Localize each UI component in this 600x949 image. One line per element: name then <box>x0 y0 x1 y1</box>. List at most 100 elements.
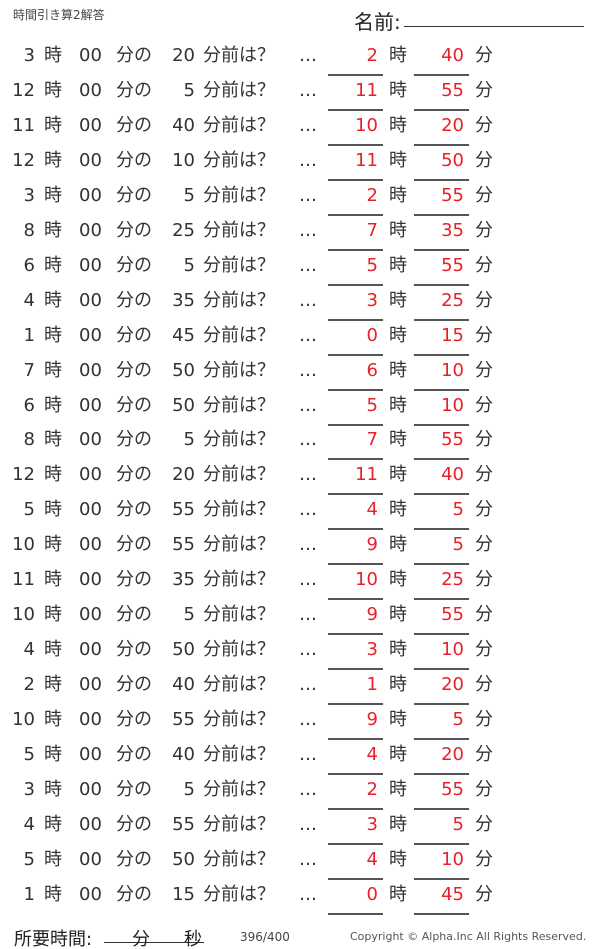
start-minute: 00 <box>79 149 102 171</box>
answer-hour-line[interactable] <box>328 493 383 496</box>
hour-label: 時 <box>389 359 407 381</box>
subtract-minutes: 55 <box>172 534 195 556</box>
answer-minute-line[interactable] <box>414 213 469 216</box>
question-label: 分前は？ <box>203 813 275 835</box>
answer-hour-line[interactable] <box>328 598 383 601</box>
answer-minute-line[interactable] <box>414 912 469 915</box>
answer-hour-line[interactable] <box>328 842 383 845</box>
answer-minute-line[interactable] <box>414 493 469 496</box>
minute-of-label: 分の <box>116 359 152 381</box>
ellipsis: … <box>299 639 317 661</box>
hour-label: 時 <box>44 324 62 346</box>
minute-label: 分 <box>475 674 493 696</box>
problem-row: 8 時 00 分の 5 分前は？… 7 時 55 分 <box>0 428 600 463</box>
subtract-minutes: 55 <box>172 813 195 835</box>
hour-label: 時 <box>44 254 62 276</box>
answer-hour-line[interactable] <box>328 773 383 775</box>
hour-label: 時 <box>389 289 407 311</box>
answer-hour-line[interactable] <box>328 633 383 636</box>
subtract-minutes: 25 <box>172 219 195 241</box>
start-hour: 5 <box>23 744 35 765</box>
minute-label: 分 <box>475 604 493 626</box>
minute-label: 分 <box>475 744 493 765</box>
answer-minute-line[interactable] <box>414 528 469 531</box>
page-number: 396/400 <box>240 930 290 944</box>
answer-minute-line[interactable] <box>414 598 469 601</box>
answer-hour-line[interactable] <box>328 738 383 741</box>
minute-of-label: 分の <box>116 464 152 486</box>
question-label: 分前は？ <box>203 848 275 870</box>
answer-hour-line[interactable] <box>328 388 383 391</box>
answer-minute: 5 <box>452 499 464 521</box>
ellipsis: … <box>299 289 317 311</box>
answer-hour-line[interactable] <box>328 668 383 671</box>
hour-label: 時 <box>389 848 407 870</box>
answer-hour-line[interactable] <box>328 877 383 880</box>
answer-hour-line[interactable] <box>328 74 383 76</box>
answer-hour-line[interactable] <box>328 912 383 915</box>
answer-hour-line[interactable] <box>328 248 383 251</box>
answer-hour-line[interactable] <box>328 563 383 566</box>
name-field-line[interactable] <box>404 26 584 27</box>
start-minute: 00 <box>79 674 102 696</box>
answer-minute-line[interactable] <box>414 877 469 880</box>
answer-hour-line[interactable] <box>328 353 383 356</box>
subtract-minutes: 5 <box>183 79 195 101</box>
answer-minute-line[interactable] <box>414 388 469 391</box>
answer-minute-line[interactable] <box>414 353 469 356</box>
answer-minute-line[interactable] <box>414 178 469 181</box>
answer-minute-line[interactable] <box>414 668 469 671</box>
start-minute: 00 <box>79 359 102 381</box>
answer-hour-line[interactable] <box>328 178 383 181</box>
hour-label: 時 <box>389 464 407 486</box>
answer-hour-line[interactable] <box>328 528 383 531</box>
answer-hour-line[interactable] <box>328 143 383 146</box>
subtract-minutes: 5 <box>183 604 195 626</box>
answer-minute-line[interactable] <box>414 283 469 286</box>
minute-label: 分 <box>475 254 493 276</box>
subtract-minutes: 40 <box>172 114 195 136</box>
answer-minute-line[interactable] <box>414 318 469 321</box>
answer-hour-line[interactable] <box>328 703 383 706</box>
answer-hour-line[interactable] <box>328 318 383 321</box>
answer-hour-line[interactable] <box>328 458 383 461</box>
time-required-line[interactable] <box>104 942 204 943</box>
answer-minute-line[interactable] <box>414 633 469 636</box>
minute-of-label: 分の <box>116 744 152 765</box>
answer-hour-line[interactable] <box>328 108 383 111</box>
ellipsis: … <box>299 744 317 765</box>
start-hour: 4 <box>23 639 35 661</box>
answer-minute-line[interactable] <box>414 703 469 706</box>
answer-hour: 5 <box>366 394 378 416</box>
answer-hour: 0 <box>366 324 378 346</box>
answer-minute-line[interactable] <box>414 108 469 111</box>
answer-minute-line[interactable] <box>414 563 469 566</box>
minute-of-label: 分の <box>116 149 152 171</box>
hour-label: 時 <box>44 534 62 556</box>
answer-hour-line[interactable] <box>328 283 383 286</box>
answer-minute-line[interactable] <box>414 738 469 741</box>
subtract-minutes: 10 <box>172 149 195 171</box>
start-hour: 4 <box>23 813 35 835</box>
answer-minute-line[interactable] <box>414 143 469 146</box>
answer-minute-line[interactable] <box>414 773 469 775</box>
answer-minute: 5 <box>452 709 464 731</box>
start-hour: 8 <box>23 429 35 451</box>
answer-minute-line[interactable] <box>414 842 469 845</box>
hour-label: 時 <box>389 149 407 171</box>
answer-hour-line[interactable] <box>328 213 383 216</box>
answer-minute-line[interactable] <box>414 423 469 426</box>
answer-minute-line[interactable] <box>414 807 469 810</box>
answer-minute: 35 <box>441 219 464 241</box>
answer-minute-line[interactable] <box>414 74 469 76</box>
ellipsis: … <box>299 254 317 276</box>
start-minute: 00 <box>79 778 102 800</box>
answer-hour-line[interactable] <box>328 423 383 426</box>
start-hour: 1 <box>23 883 35 905</box>
minute-of-label: 分の <box>116 324 152 346</box>
minute-of-label: 分の <box>116 289 152 311</box>
answer-hour-line[interactable] <box>328 807 383 810</box>
answer-minute-line[interactable] <box>414 458 469 461</box>
answer-minute-line[interactable] <box>414 248 469 251</box>
problem-row: 10 時 00 分の 5 分前は？… 9 時 55 分 <box>0 603 600 638</box>
